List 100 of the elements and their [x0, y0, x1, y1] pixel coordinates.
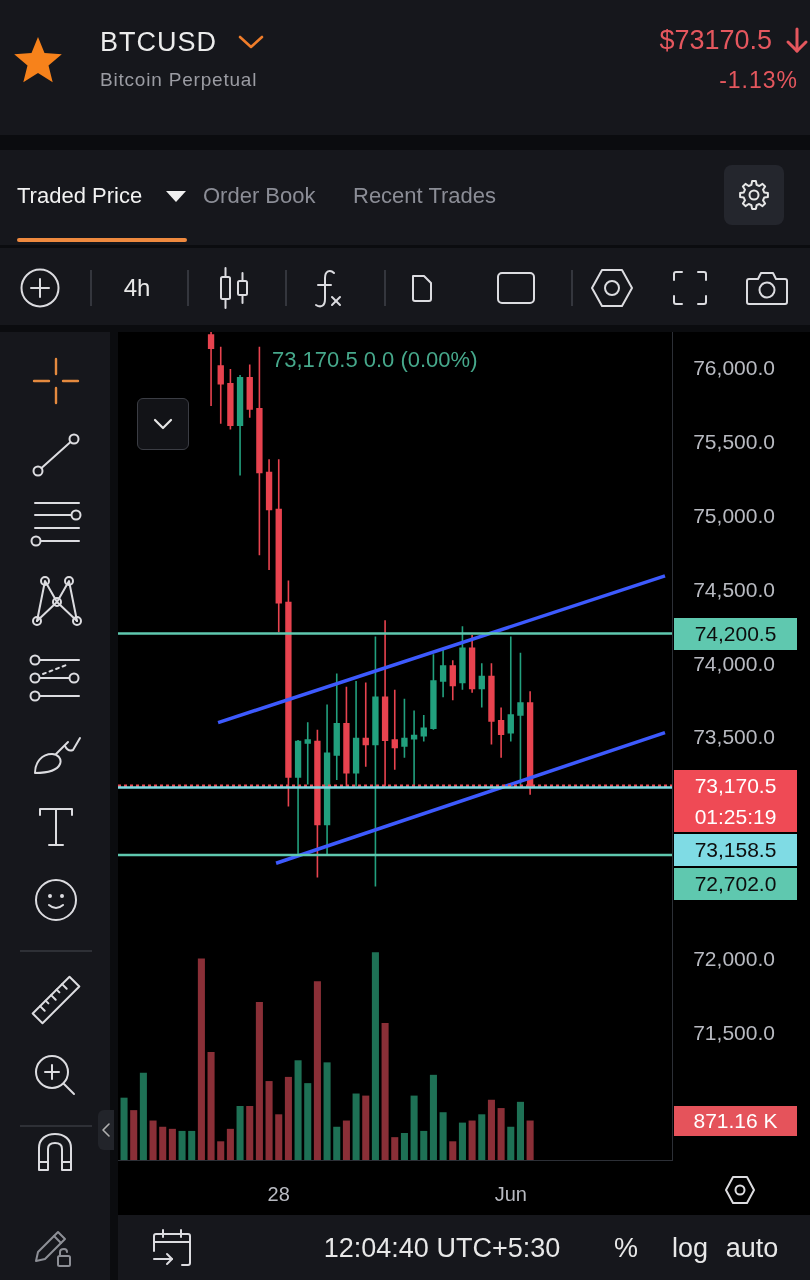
bar	[420, 1130, 428, 1160]
ref-line-label: 72,702.0	[674, 867, 797, 900]
candlestick	[507, 635, 514, 743]
bar	[265, 1081, 273, 1160]
text: 01:25:19	[674, 801, 797, 832]
bar	[294, 1060, 302, 1160]
candlestick	[246, 363, 253, 419]
candlestick	[227, 368, 234, 431]
candlestick	[352, 680, 360, 787]
candlestick	[265, 458, 273, 571]
bar	[342, 1120, 350, 1160]
ref-line-label: 73,170.5	[674, 769, 797, 802]
text: 12:04:40 UTC+5:30	[323, 1232, 561, 1263]
bar	[516, 1101, 524, 1160]
y-tick-label: 71,500.0	[693, 1021, 775, 1045]
bar	[284, 1076, 292, 1160]
candlestick	[488, 662, 495, 746]
bar	[217, 1141, 225, 1160]
bar	[526, 1120, 534, 1160]
text: auto	[725, 1232, 779, 1263]
candlestick	[391, 689, 398, 771]
bar	[497, 1108, 505, 1160]
text: 871.16 K	[674, 1105, 797, 1136]
candlestick	[430, 653, 437, 731]
candlestick	[468, 634, 476, 694]
bar	[478, 1114, 486, 1160]
chart-title: BTCUSD	[100, 26, 218, 57]
bar	[352, 1093, 360, 1160]
y-tick-label: 75,500.0	[693, 429, 775, 453]
candlestick	[333, 672, 340, 781]
text: Order Book	[203, 183, 316, 209]
ref-line-label: 74,200.5	[674, 617, 797, 650]
bar	[507, 1126, 515, 1160]
y-tick-label: 72,000.0	[693, 947, 775, 971]
bar	[371, 952, 379, 1160]
bar	[400, 1132, 408, 1160]
bar	[120, 1097, 128, 1160]
text: 4h	[123, 274, 151, 302]
candlestick	[207, 332, 215, 407]
text: %	[613, 1232, 639, 1263]
candlestick	[517, 652, 524, 787]
bar	[275, 1114, 283, 1160]
bar	[207, 1051, 215, 1160]
candlestick	[217, 345, 224, 425]
ref-line-label: 73,158.5	[674, 833, 797, 866]
bar	[236, 1105, 244, 1160]
text: $73170.5	[659, 24, 772, 55]
text: log	[671, 1232, 709, 1263]
candlestick	[497, 706, 505, 759]
candlestick	[449, 659, 456, 701]
bar	[313, 981, 321, 1160]
chart-subtitle: Bitcoin Perpetual	[100, 69, 258, 91]
bar	[197, 958, 205, 1160]
bar	[381, 1022, 389, 1160]
bar	[323, 1062, 331, 1160]
candlestick	[410, 709, 418, 787]
bar	[439, 1112, 447, 1160]
text: Recent Trades	[353, 183, 497, 209]
candlestick	[459, 625, 466, 691]
bar	[391, 1137, 399, 1160]
bar	[226, 1128, 234, 1160]
y-tick-label: 74,000.0	[693, 651, 775, 675]
bar	[449, 1141, 457, 1160]
candlestick	[304, 721, 311, 786]
candlestick	[323, 703, 331, 855]
bar	[159, 1126, 167, 1160]
candlestick	[478, 662, 485, 709]
candlestick	[372, 635, 379, 888]
bar	[178, 1130, 186, 1160]
bar	[304, 1083, 312, 1160]
bar	[458, 1122, 466, 1160]
y-tick-label: 76,000.0	[693, 355, 775, 379]
bar	[362, 1095, 370, 1160]
x-tick-label: 28	[267, 1183, 290, 1205]
candlestick	[401, 697, 408, 759]
text: -1.13%	[719, 66, 798, 93]
bar	[130, 1110, 138, 1160]
bar	[429, 1074, 437, 1160]
bar	[188, 1130, 196, 1160]
candlestick	[256, 345, 263, 557]
candlestick	[236, 374, 244, 477]
bar	[255, 1002, 263, 1160]
bar	[487, 1099, 495, 1160]
bar	[246, 1105, 254, 1160]
bar	[333, 1126, 341, 1160]
text: Traded Price	[17, 183, 143, 209]
y-tick-label: 73,500.0	[693, 725, 775, 749]
y-tick-label: 75,000.0	[693, 503, 775, 527]
bar	[139, 1072, 147, 1160]
candlestick	[439, 649, 447, 699]
bar	[168, 1128, 176, 1160]
candlestick	[420, 714, 427, 743]
x-tick-label: Jun	[494, 1183, 527, 1205]
y-tick-label: 74,500.0	[693, 577, 775, 601]
bar	[468, 1120, 476, 1160]
annotation: 73,170.5 0.0 (0.00%)	[272, 347, 478, 373]
bar	[149, 1120, 157, 1160]
candlestick	[275, 458, 282, 633]
candlestick	[362, 681, 369, 768]
bar	[410, 1095, 418, 1160]
